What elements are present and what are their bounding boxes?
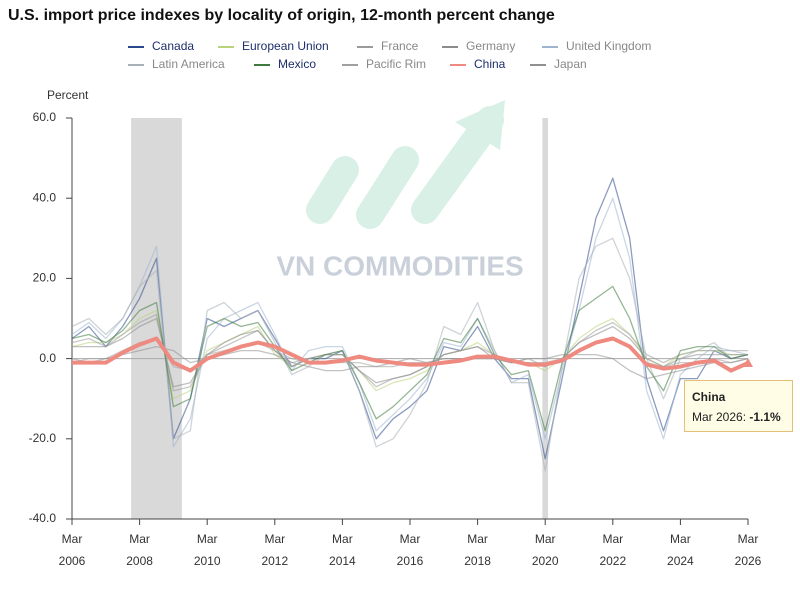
series-line [71,177,749,460]
y-tick-label: -40.0 [29,511,57,525]
series-line [71,309,748,400]
series-line [72,317,748,388]
x-tick-label: Mar 2012 [261,532,289,568]
tooltip-date: Mar 2026: [692,410,747,424]
legend-label: United Kingdom [566,39,651,53]
legend-label: China [474,57,506,71]
legend-label: Mexico [278,57,316,71]
x-tick-label: Mar 2008 [126,532,153,568]
y-tick-label: -20.0 [29,431,57,445]
watermark: VN COMMODITIES [276,250,523,281]
x-tick-label: Mar 2006 [58,532,86,568]
x-tick-label: Mar 2018 [464,532,491,568]
legend-label: Germany [466,39,515,53]
x-tick-label: Mar 2010 [193,532,221,568]
x-tick-label: Mar 2022 [599,532,627,568]
legend-label: Canada [152,39,194,53]
tooltip-line: Mar 2026: -1.1% [692,407,785,427]
end-marker [743,358,753,368]
y-tick-label: 60.0 [33,110,57,124]
chart-title: U.S. import price indexes by locality of… [8,7,555,24]
tooltip-series: China [692,390,726,404]
y-tick-label: 40.0 [33,190,57,204]
series-line [71,345,749,380]
x-tick-label: Mar 2026 [734,532,762,568]
legend-label: European Union [242,39,329,53]
series-line [71,285,749,432]
legend-label: Latin America [152,57,225,71]
watermark-logo [306,100,505,229]
series-line [72,336,749,373]
y-axis-label: Percent [47,88,89,102]
tooltip: China Mar 2026: -1.1% [684,380,793,432]
x-tick-label: Mar 2024 [667,532,694,568]
x-tick-label: Mar 2016 [396,532,424,568]
x-tick-label: Mar 2020 [531,532,559,568]
legend-label: Japan [554,57,587,71]
recession-band [542,118,549,519]
legend-label: France [381,39,419,53]
series-line [71,237,749,472]
y-tick-label: 0.0 [39,351,56,365]
y-tick-label: 20.0 [33,271,57,285]
legend-label: Pacific Rim [366,57,426,71]
x-tick-label: Mar 2014 [329,532,356,568]
tooltip-value: -1.1% [749,410,781,424]
